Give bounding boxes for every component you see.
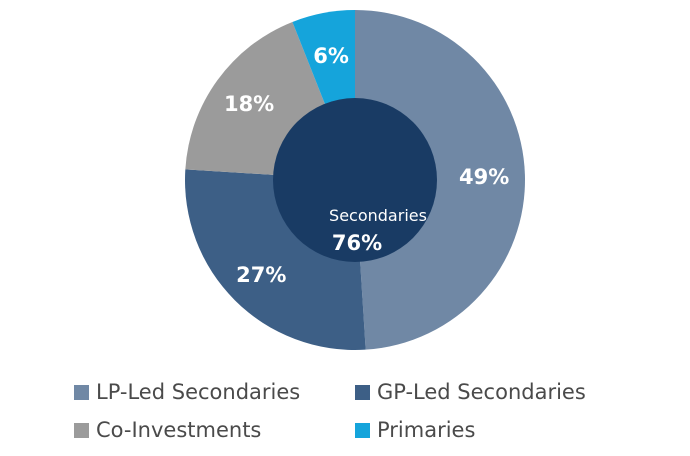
slice-lp-led xyxy=(355,10,526,350)
legend-item-primaries: Primaries xyxy=(355,418,475,442)
legend-label-lp-led: LP-Led Secondaries xyxy=(96,380,301,404)
legend: LP-Led Secondaries GP-Led Secondaries Co… xyxy=(74,373,674,449)
legend-item-co-investments: Co-Investments xyxy=(74,418,355,442)
legend-row-1: LP-Led Secondaries GP-Led Secondaries xyxy=(74,373,674,411)
slice-label-gp-led: 27% xyxy=(236,263,286,287)
legend-label-gp-led: GP-Led Secondaries xyxy=(377,380,586,404)
legend-label-primaries: Primaries xyxy=(377,418,476,442)
center-label: Secondaries xyxy=(329,206,427,225)
slice-label-lp-led: 49% xyxy=(459,165,509,189)
legend-swatch-gp-led xyxy=(355,384,370,400)
legend-label-co-investments: Co-Investments xyxy=(96,418,262,442)
legend-item-lp-led: LP-Led Secondaries xyxy=(74,380,355,404)
legend-item-gp-led: GP-Led Secondaries xyxy=(355,380,586,404)
legend-swatch-primaries xyxy=(355,422,370,438)
slice-label-co-investments: 18% xyxy=(224,92,274,116)
donut-chart: 49% 27% 18% 6% Secondaries 76% xyxy=(184,10,526,351)
legend-row-2: Co-Investments Primaries xyxy=(74,411,674,449)
legend-swatch-co-investments xyxy=(74,422,89,438)
slice-label-group: 49% 27% 18% 6% xyxy=(224,44,509,287)
center-value: 76% xyxy=(332,231,382,255)
legend-swatch-lp-led xyxy=(74,384,89,400)
slice-label-primaries: 6% xyxy=(313,44,349,68)
secondaries-inner-circle xyxy=(273,98,437,262)
